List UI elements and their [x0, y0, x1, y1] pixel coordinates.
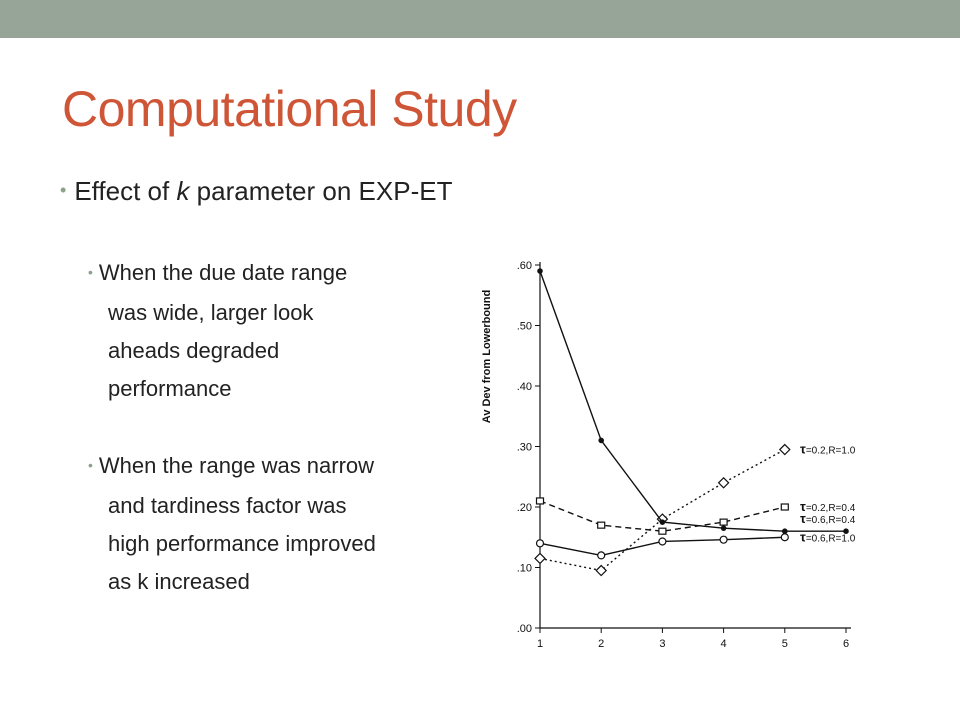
slide-title: Computational Study [62, 81, 517, 137]
data-point-dot [720, 525, 727, 531]
series-line [539, 448, 786, 572]
top-accent-band [0, 0, 960, 38]
sub-bullet-narrow-range: • When the range was narrow and tardiness… [88, 447, 376, 601]
x-tick-label: 4 [721, 638, 727, 650]
y-tick-label: .40 [517, 381, 532, 393]
data-point-square [597, 521, 606, 529]
data-point-circle [535, 539, 545, 548]
legend-entry: τ=0.6,R=0.4 [800, 511, 856, 526]
main-bullet-italic: k [176, 176, 190, 206]
y-tick-label: .10 [517, 563, 532, 575]
data-point-diamond [778, 443, 791, 456]
sub-bullet-line: as k increased [108, 569, 250, 594]
data-point-circle [597, 551, 606, 560]
main-bullet: • Effect of k parameter on EXP-ET [60, 176, 452, 207]
legend-entry: τ=0.2,R=1.0 [800, 442, 856, 457]
data-point-dot [537, 268, 543, 274]
x-tick-label: 6 [843, 638, 849, 650]
series-line [539, 270, 846, 532]
data-point-circle [719, 535, 728, 544]
data-point-square [658, 527, 667, 535]
main-bullet-suffix: parameter on EXP-ET [189, 176, 453, 206]
sub-bullet-line: aheads degraded [108, 338, 280, 363]
sub-bullet-text: When the due date range [98, 260, 348, 285]
data-point-dot [598, 437, 604, 444]
data-point-diamond [595, 564, 608, 577]
line-chart: .00 .10 .20 .30 .40 .50 .60 1 2 3 4 5 6 Av Dev from L… [481, 260, 856, 650]
main-bullet-prefix: Effect of [74, 176, 177, 206]
sub-bullet-line: performance [108, 376, 232, 401]
legend-entry: τ=0.2,R=0.4 [800, 499, 856, 514]
x-tick-label: 1 [537, 638, 543, 650]
x-tick-label: 5 [782, 638, 788, 650]
series-line [539, 500, 785, 532]
data-point-dot [782, 528, 788, 534]
legend-entry: τ=0.6,R=1.0 [800, 529, 856, 544]
sub-bullet-line: was wide, larger look [108, 300, 314, 325]
data-point-dot [659, 519, 666, 525]
x-tick-label: 2 [598, 638, 604, 650]
y-tick-label: .00 [517, 623, 532, 635]
bullet-dot-icon: • [60, 180, 67, 200]
y-axis-label: Av Dev from Lowerbound [481, 290, 493, 423]
sub-bullet-wide-range: • When the due date range was wide, large… [88, 254, 347, 408]
sub-bullet-line: • When the due date range [88, 254, 347, 294]
y-tick-label: .30 [517, 442, 532, 454]
y-tick-label: .20 [517, 502, 532, 514]
data-point-dot [843, 528, 849, 534]
sub-bullet-line: and tardiness factor was [108, 493, 347, 518]
sub-bullet-line: high performance improved [108, 531, 376, 556]
x-tick-label: 3 [659, 638, 665, 650]
y-tick-label: .50 [517, 321, 532, 333]
data-point-diamond [534, 552, 546, 565]
data-point-diamond [717, 476, 730, 489]
y-tick-label: .60 [517, 260, 532, 272]
bullet-dot-icon: • [88, 457, 93, 473]
data-point-circle [780, 533, 789, 542]
data-point-square [719, 518, 728, 526]
data-point-circle [658, 537, 667, 546]
data-point-square [780, 503, 789, 511]
bullet-dot-icon: • [88, 264, 93, 280]
sub-bullet-text: When the range was narrow [98, 453, 375, 478]
data-point-square [535, 497, 545, 505]
sub-bullet-line: • When the range was narrow [88, 447, 376, 487]
